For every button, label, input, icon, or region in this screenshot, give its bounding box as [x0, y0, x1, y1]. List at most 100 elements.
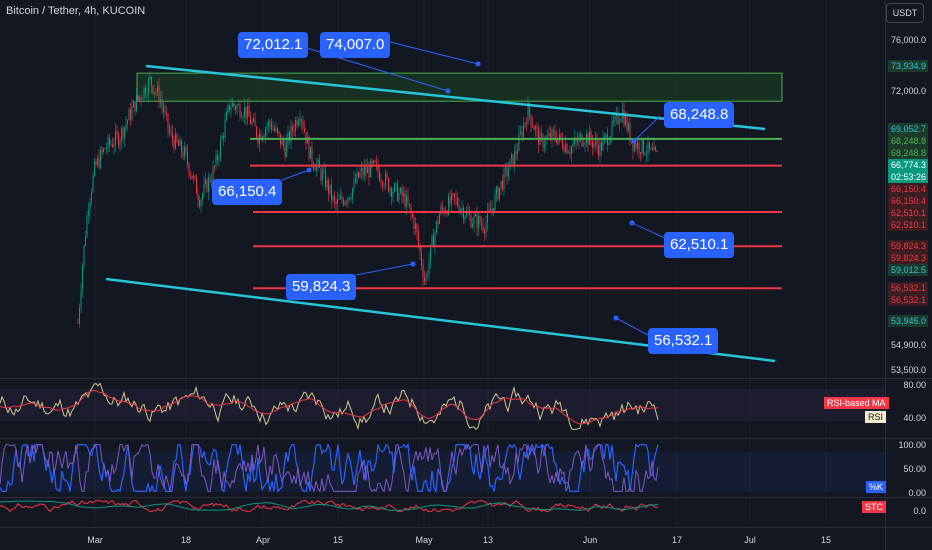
candle-body [293, 130, 295, 132]
candle-body [479, 216, 481, 224]
candle-body [85, 237, 86, 246]
callout-56532[interactable]: 56,532.1 [648, 328, 719, 354]
candle-body [448, 196, 449, 215]
candle-body [325, 170, 326, 188]
candle-body [488, 209, 490, 211]
candle-body [97, 157, 98, 165]
candle-body [602, 138, 604, 151]
candle-body [158, 85, 160, 103]
candle-body [89, 201, 91, 212]
candle-body [434, 232, 436, 247]
candle-body [428, 260, 430, 275]
candle-body [623, 109, 625, 126]
candle-body [316, 164, 317, 171]
candle-body [253, 118, 254, 122]
candle-body [391, 188, 392, 197]
candle-body [599, 143, 601, 156]
candle-body [82, 265, 83, 291]
candle-body [551, 129, 553, 140]
candle-body [337, 199, 338, 204]
upper-trendline[interactable] [145, 64, 766, 131]
price-tag: 73,934.9 [888, 60, 928, 73]
candle-body [154, 91, 155, 94]
candle-body [131, 107, 133, 120]
candle-body [142, 98, 143, 100]
candle-body [224, 120, 226, 138]
candle-body [211, 181, 212, 183]
y-tick: 72,000.0 [890, 86, 926, 96]
candle-body [244, 106, 245, 117]
candle-body [106, 148, 107, 150]
candle-body [469, 213, 470, 216]
candle-body [637, 142, 638, 149]
stoch-tick: 100.00 [898, 440, 926, 450]
candle-body [455, 196, 457, 198]
candle-body [611, 120, 613, 137]
candle-body [181, 140, 182, 153]
price-tag: 56,532.1 [888, 282, 928, 295]
stc-line [0, 499, 659, 513]
candle-body [80, 290, 82, 308]
callout-72012[interactable]: 72,012.1 [238, 32, 309, 58]
candle-body [536, 126, 538, 129]
callout-74007[interactable]: 74,007.0 [320, 32, 391, 58]
candle-body [449, 196, 451, 205]
candle-body [367, 167, 368, 174]
candle-body [406, 195, 407, 207]
candle-body [424, 277, 425, 282]
candle-body [500, 180, 502, 188]
candle-body [200, 200, 202, 207]
candle-body [614, 115, 616, 122]
candle-body [145, 87, 146, 95]
candle-body [562, 139, 563, 148]
candle-body [653, 147, 655, 151]
candle-body [220, 139, 221, 158]
candle-body [590, 131, 592, 142]
candle-body [454, 193, 455, 197]
rsi-tick: 40.00 [903, 413, 926, 423]
candle-body [323, 170, 325, 172]
candle-body [199, 200, 200, 207]
price-tag: 59,012.5 [888, 264, 928, 277]
callout-62510[interactable]: 62,510.1 [664, 232, 735, 258]
candle-body [349, 197, 350, 200]
candle-body [335, 200, 337, 204]
candle-body [647, 142, 649, 154]
candle-body [164, 111, 166, 113]
candle-body [605, 134, 607, 136]
candle-body [229, 105, 230, 111]
candle-body [163, 105, 164, 113]
candle-body [254, 118, 256, 127]
candle-body [284, 145, 286, 158]
candle-body [101, 150, 103, 153]
candle-body [502, 180, 503, 190]
candle-body [214, 166, 215, 168]
candle-body [169, 129, 170, 133]
callout-66150[interactable]: 66,150.4 [212, 179, 283, 205]
candle-body [475, 214, 476, 216]
callout-59824[interactable]: 59,824.3 [286, 274, 357, 300]
candle-body [203, 183, 205, 195]
candle-body [608, 142, 610, 146]
candle-body [328, 180, 329, 194]
candle-body [404, 193, 406, 207]
candle-body [541, 133, 542, 136]
y-tick: 54,900.0 [890, 340, 926, 350]
callout-68248[interactable]: 68,248.8 [664, 102, 735, 128]
candle-body [119, 140, 121, 146]
currency-button[interactable]: USDT [886, 3, 924, 23]
candle-body [305, 132, 307, 144]
candle-body [274, 128, 275, 131]
rsi-ma-legend: RSI-based MA [824, 397, 889, 409]
candle-body [593, 143, 595, 148]
candle-body [182, 152, 184, 157]
candle-body [362, 168, 364, 176]
candle-body [470, 215, 472, 228]
candle-body [193, 175, 194, 179]
candle-body [118, 133, 119, 146]
price-tag: 59,824.3 [888, 252, 928, 265]
candle-body [524, 122, 526, 125]
candle-body [292, 125, 293, 131]
candle-body [379, 171, 380, 181]
